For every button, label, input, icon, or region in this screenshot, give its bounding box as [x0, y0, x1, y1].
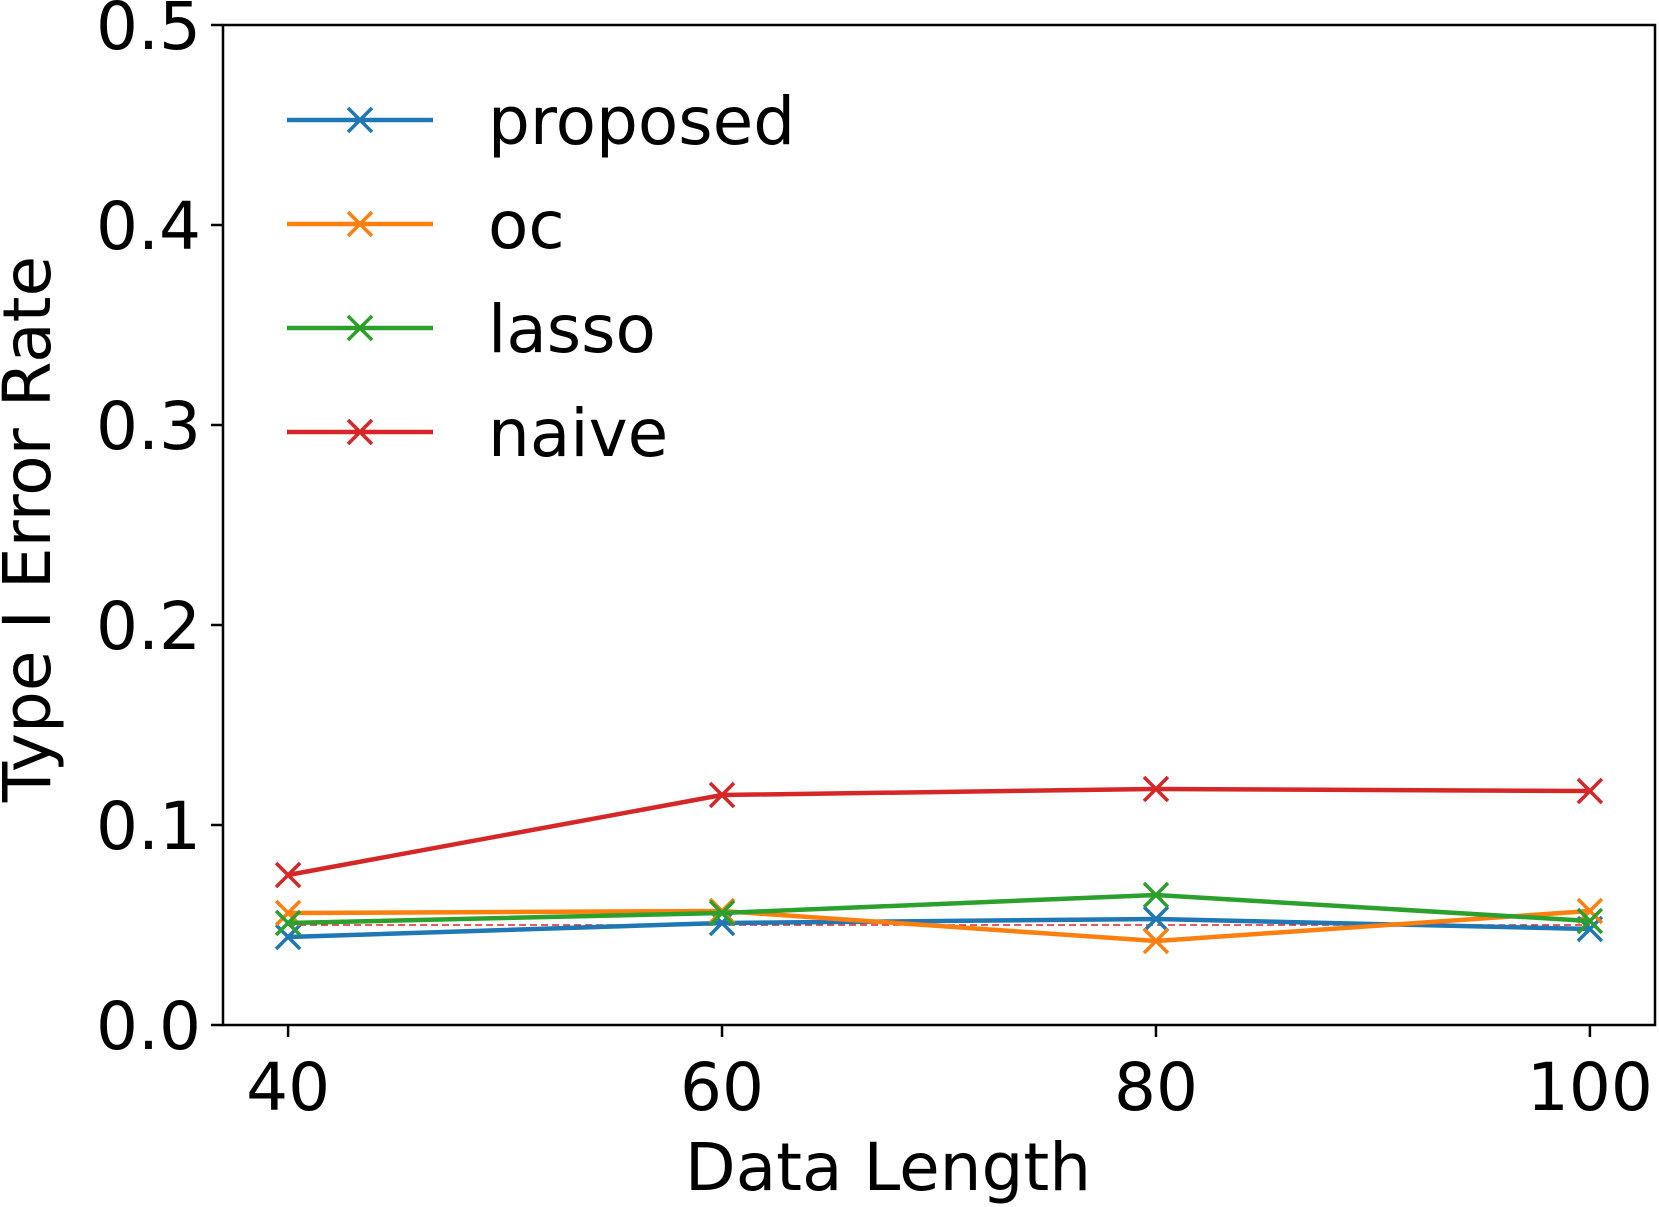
- data-point-naive-60-stroke-b: [708, 781, 736, 809]
- series-line-lasso: [288, 892, 1591, 926]
- legend-marker-proposed-stroke-b: [346, 106, 374, 134]
- y-tick-label-0.0: 0.0: [96, 988, 201, 1065]
- x-tick-label-100: 100: [1527, 1049, 1653, 1126]
- data-point-proposed-60-stroke-b: [708, 909, 736, 937]
- data-point-naive-100: [1576, 777, 1604, 805]
- data-point-oc-80: [1142, 927, 1170, 955]
- ticks-layer: 40 60 80 100 0.0 0.1 0.2 0.3 0.4 0.5: [96, 0, 1653, 1126]
- legend-item-oc: oc: [287, 187, 565, 264]
- data-point-lasso-60: [708, 899, 736, 927]
- series-naive: [274, 775, 1604, 889]
- data-point-oc-80-stroke-b: [1142, 927, 1170, 955]
- x-tick-label-40: 40: [246, 1049, 330, 1126]
- data-point-naive-80-stroke-b: [1142, 775, 1170, 803]
- legend-marker-naive: [346, 418, 374, 446]
- data-point-lasso-80: [1142, 881, 1170, 909]
- data-point-proposed-80: [1142, 905, 1170, 933]
- y-tick-label-0.1: 0.1: [96, 788, 201, 865]
- legend-marker-oc-stroke-b: [346, 210, 374, 238]
- series-layer: [274, 775, 1604, 955]
- legend-label-oc: oc: [488, 187, 565, 264]
- data-point-naive-40: [274, 861, 302, 889]
- legend-marker-naive-stroke-b: [346, 418, 374, 446]
- data-point-proposed-80-stroke-b: [1142, 905, 1170, 933]
- data-point-lasso-100-stroke-b: [1576, 907, 1604, 935]
- legend-marker-lasso-stroke-b: [346, 314, 374, 342]
- data-point-lasso-100: [1576, 907, 1604, 935]
- legend-label-proposed: proposed: [488, 83, 795, 160]
- legend-marker-proposed: [346, 106, 374, 134]
- data-point-lasso-80-stroke-b: [1142, 881, 1170, 909]
- series-oc: [274, 897, 1604, 955]
- y-axis-title: Type I Error Rate: [0, 256, 66, 803]
- legend-item-lasso: lasso: [287, 291, 656, 368]
- x-tick-label-80: 80: [1114, 1049, 1198, 1126]
- legend-label-naive: naive: [488, 395, 668, 472]
- y-tick-label-0.2: 0.2: [96, 588, 201, 665]
- data-point-lasso-40: [274, 909, 302, 937]
- data-point-naive-40-stroke-b: [274, 861, 302, 889]
- legend: proposed oc lasso naive: [287, 83, 795, 472]
- series-line-oc: [288, 908, 1591, 944]
- y-tick-label-0.3: 0.3: [96, 388, 201, 465]
- series-line-naive: [287, 786, 1590, 878]
- legend-label-lasso: lasso: [488, 291, 656, 368]
- data-point-naive-100-stroke-b: [1576, 777, 1604, 805]
- data-point-naive-60: [708, 781, 736, 809]
- legend-item-proposed: proposed: [287, 83, 795, 160]
- data-point-lasso-40-stroke-b: [274, 909, 302, 937]
- x-axis-title: Data Length: [685, 1129, 1091, 1206]
- legend-marker-oc: [346, 210, 374, 238]
- legend-item-naive: naive: [287, 395, 668, 472]
- y-tick-label-0.5: 0.5: [96, 0, 201, 65]
- y-tick-label-0.4: 0.4: [96, 188, 201, 265]
- data-point-lasso-60-stroke-b: [708, 899, 736, 927]
- data-point-naive-80: [1142, 775, 1170, 803]
- plot-frame: [221, 23, 1657, 1027]
- x-tick-label-60: 60: [680, 1049, 764, 1126]
- axes-layer: [221, 23, 1657, 1027]
- data-point-oc-40-stroke-b: [274, 899, 302, 927]
- series-lasso: [274, 881, 1604, 937]
- legend-marker-lasso: [346, 314, 374, 342]
